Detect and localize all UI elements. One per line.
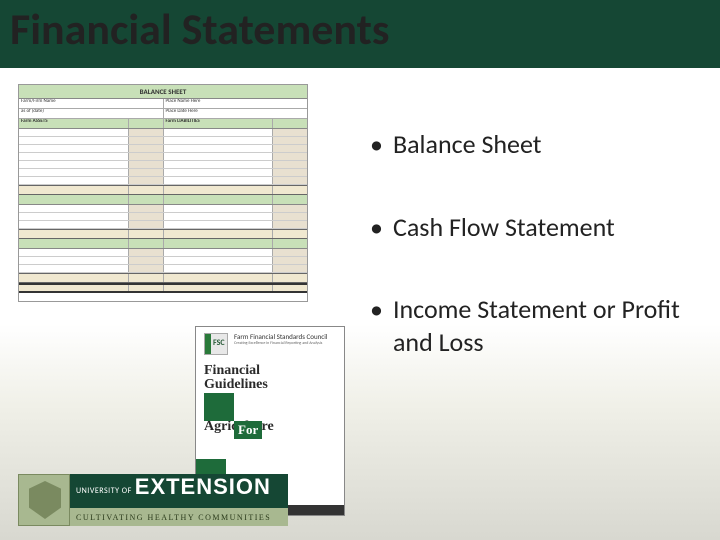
fsc-logo-icon: FSC bbox=[204, 333, 228, 355]
page-title: Financial Statements bbox=[10, 2, 389, 56]
bullet-icon: • bbox=[370, 128, 383, 161]
uvm-big: EXTENSION bbox=[135, 474, 271, 500]
fsc-org-name: Farm Financial Standards Council bbox=[234, 333, 327, 341]
balance-info-value: Place Date Here bbox=[164, 109, 308, 118]
balance-info-label: Farm/Firm Name bbox=[19, 99, 164, 108]
list-item: • Income Statement or Profit and Loss bbox=[370, 293, 700, 358]
bullet-icon: • bbox=[370, 211, 383, 244]
balance-info-label: as of (date) bbox=[19, 109, 164, 118]
fsc-org-tagline: Creating Excellence in Financial Reporti… bbox=[234, 341, 327, 346]
guide-title-line: Agriculture bbox=[204, 419, 336, 435]
balance-info-value: Place Name Here bbox=[164, 99, 308, 108]
guide-green-block-icon bbox=[204, 393, 234, 421]
balance-col-head: Farm LIABILITIES bbox=[164, 119, 274, 128]
guide-title-line: For bbox=[234, 421, 262, 439]
bullet-text: Balance Sheet bbox=[393, 128, 542, 161]
balance-sheet-thumbnail: BALANCE SHEET Farm/Firm Name Place Name … bbox=[18, 84, 308, 302]
content-area: BALANCE SHEET Farm/Firm Name Place Name … bbox=[0, 68, 720, 540]
title-bar: Financial Statements bbox=[0, 0, 720, 68]
bullet-text: Income Statement or Profit and Loss bbox=[393, 293, 700, 358]
guide-title-line: Guidelines bbox=[204, 377, 336, 393]
uvm-prefix: UNIVERSITY OF bbox=[76, 486, 132, 496]
balance-thumb-header: BALANCE SHEET bbox=[19, 85, 307, 99]
bullet-text: Cash Flow Statement bbox=[393, 211, 615, 244]
uvm-extension-logo: UNIVERSITY OF EXTENSION CULTIVATING HEAL… bbox=[18, 474, 288, 530]
list-item: • Balance Sheet bbox=[370, 128, 700, 161]
list-item: • Cash Flow Statement bbox=[370, 211, 700, 244]
bullet-list: • Balance Sheet • Cash Flow Statement • … bbox=[370, 128, 700, 408]
balance-col-head: Farm ASSETS bbox=[19, 119, 129, 128]
bullet-icon: • bbox=[370, 293, 383, 358]
uvm-tagline: CULTIVATING HEALTHY COMMUNITIES bbox=[70, 508, 288, 526]
uvm-seal-icon bbox=[18, 474, 70, 526]
